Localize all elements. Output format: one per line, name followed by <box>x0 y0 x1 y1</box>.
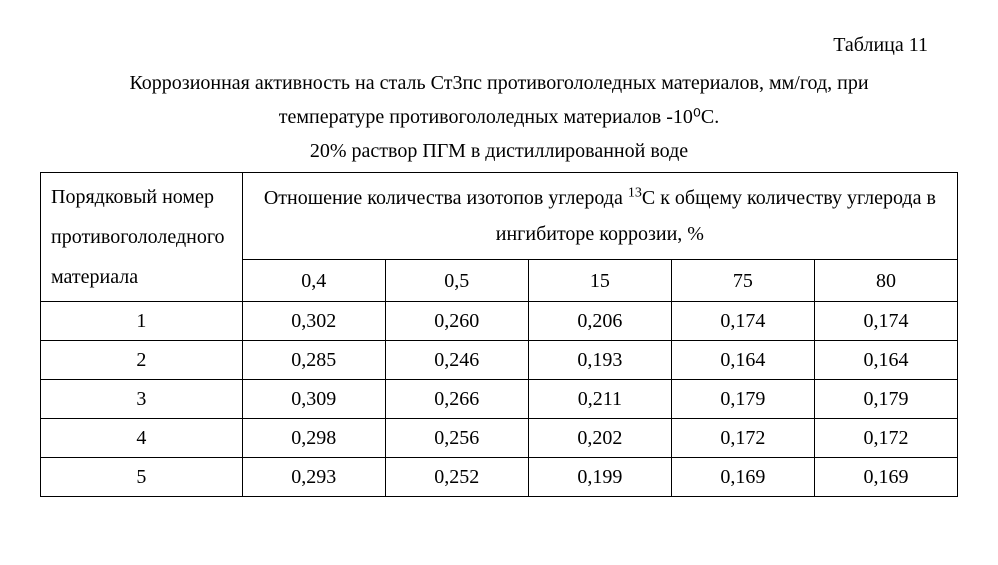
cell: 0,172 <box>671 419 814 458</box>
cell: 0,164 <box>814 341 957 380</box>
row-number: 2 <box>41 341 243 380</box>
caption-line-3: 20% раствор ПГМ в дистиллированной воде <box>60 136 938 166</box>
cell: 0,285 <box>242 341 385 380</box>
table-row: 2 0,285 0,246 0,193 0,164 0,164 <box>41 341 958 380</box>
col-header: 75 <box>671 260 814 302</box>
data-table: Порядковый номер противогололедного мате… <box>40 172 958 497</box>
cell: 0,164 <box>671 341 814 380</box>
cell: 0,174 <box>671 302 814 341</box>
cell: 0,293 <box>242 458 385 497</box>
colgrp-prefix: Отношение количества изотопов углерода <box>264 187 628 209</box>
cell: 0,179 <box>814 380 957 419</box>
col-header: 80 <box>814 260 957 302</box>
column-group-header: Отношение количества изотопов углерода 1… <box>242 173 957 260</box>
cell: 0,169 <box>814 458 957 497</box>
row-header: Порядковый номер противогололедного мате… <box>41 173 243 302</box>
table-row: 5 0,293 0,252 0,199 0,169 0,169 <box>41 458 958 497</box>
colgrp-iso: 13 <box>628 185 642 200</box>
cell: 0,266 <box>385 380 528 419</box>
cell: 0,172 <box>814 419 957 458</box>
cell: 0,199 <box>528 458 671 497</box>
cell: 0,298 <box>242 419 385 458</box>
cell: 0,211 <box>528 380 671 419</box>
cell: 0,252 <box>385 458 528 497</box>
cell: 0,246 <box>385 341 528 380</box>
table-row: 3 0,309 0,266 0,211 0,179 0,179 <box>41 380 958 419</box>
table-row: 1 0,302 0,260 0,206 0,174 0,174 <box>41 302 958 341</box>
cell: 0,193 <box>528 341 671 380</box>
table-row: 4 0,298 0,256 0,202 0,172 0,172 <box>41 419 958 458</box>
cell: 0,206 <box>528 302 671 341</box>
cell: 0,256 <box>385 419 528 458</box>
cell: 0,202 <box>528 419 671 458</box>
caption-line-2: температуре противогололедных материалов… <box>60 102 938 132</box>
cell: 0,309 <box>242 380 385 419</box>
row-number: 3 <box>41 380 243 419</box>
cell: 0,302 <box>242 302 385 341</box>
col-header: 15 <box>528 260 671 302</box>
row-number: 1 <box>41 302 243 341</box>
col-header: 0,5 <box>385 260 528 302</box>
cell: 0,179 <box>671 380 814 419</box>
col-header: 0,4 <box>242 260 385 302</box>
cell: 0,260 <box>385 302 528 341</box>
table-number: Таблица 11 <box>40 30 958 60</box>
cell: 0,174 <box>814 302 957 341</box>
caption-line-1: Коррозионная активность на сталь Ст3пс п… <box>60 68 938 98</box>
row-number: 5 <box>41 458 243 497</box>
cell: 0,169 <box>671 458 814 497</box>
row-number: 4 <box>41 419 243 458</box>
